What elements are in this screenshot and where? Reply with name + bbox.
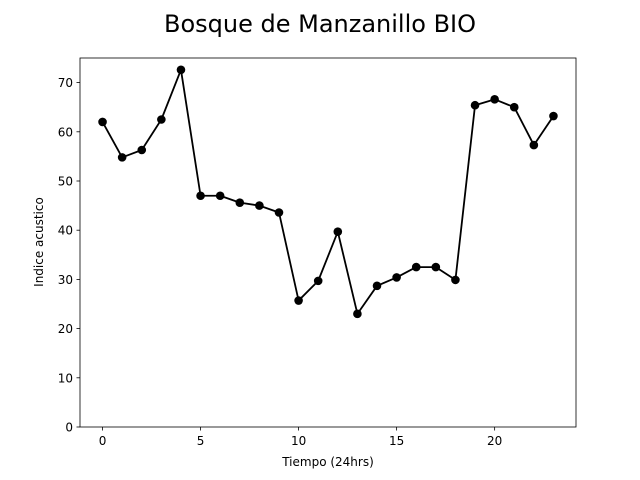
data-point <box>333 227 343 236</box>
y-tick-label: 10 <box>58 371 73 385</box>
plot-area: 0 5 10 15 20 0 10 20 30 40 50 60 70 <box>58 57 577 448</box>
axes-frame <box>79 57 577 428</box>
data-point <box>392 273 401 282</box>
data-point <box>313 276 323 286</box>
data-point <box>157 115 166 124</box>
data-point <box>470 100 480 110</box>
data-point <box>235 198 245 207</box>
y-tick-label: 50 <box>58 175 73 189</box>
x-tick-label: 15 <box>389 434 404 448</box>
y-axis-label: Indice acustico <box>32 197 46 287</box>
data-point <box>98 117 107 127</box>
y-tick-label: 20 <box>58 322 73 336</box>
x-tick-label: 0 <box>99 434 107 448</box>
x-tick-label: 5 <box>197 434 205 448</box>
x-axis-label: Tiempo (24hrs) <box>281 455 374 469</box>
data-point <box>294 296 303 305</box>
x-tick-label: 10 <box>291 434 306 448</box>
data-point <box>196 191 205 201</box>
x-tick-label: 20 <box>487 434 502 448</box>
data-point <box>549 111 558 121</box>
series-line <box>101 68 555 315</box>
data-point <box>215 191 225 201</box>
y-tick-label: 60 <box>58 125 73 139</box>
data-point <box>255 201 264 210</box>
data-point <box>176 65 186 75</box>
data-point <box>411 262 421 272</box>
data-point <box>137 145 147 155</box>
data-point <box>490 95 499 104</box>
y-tick-label: 70 <box>58 76 73 90</box>
data-point <box>431 262 441 272</box>
data-point <box>509 102 519 112</box>
data-point <box>451 275 460 285</box>
data-point <box>372 281 382 291</box>
data-point <box>529 140 539 150</box>
y-tick-label: 0 <box>65 421 73 435</box>
data-point <box>274 208 284 217</box>
data-point <box>353 309 362 319</box>
y-tick-label: 40 <box>58 224 73 238</box>
data-point <box>117 153 127 162</box>
y-tick-label: 30 <box>58 273 73 287</box>
chart-title: Bosque de Manzanillo BIO <box>164 10 476 38</box>
